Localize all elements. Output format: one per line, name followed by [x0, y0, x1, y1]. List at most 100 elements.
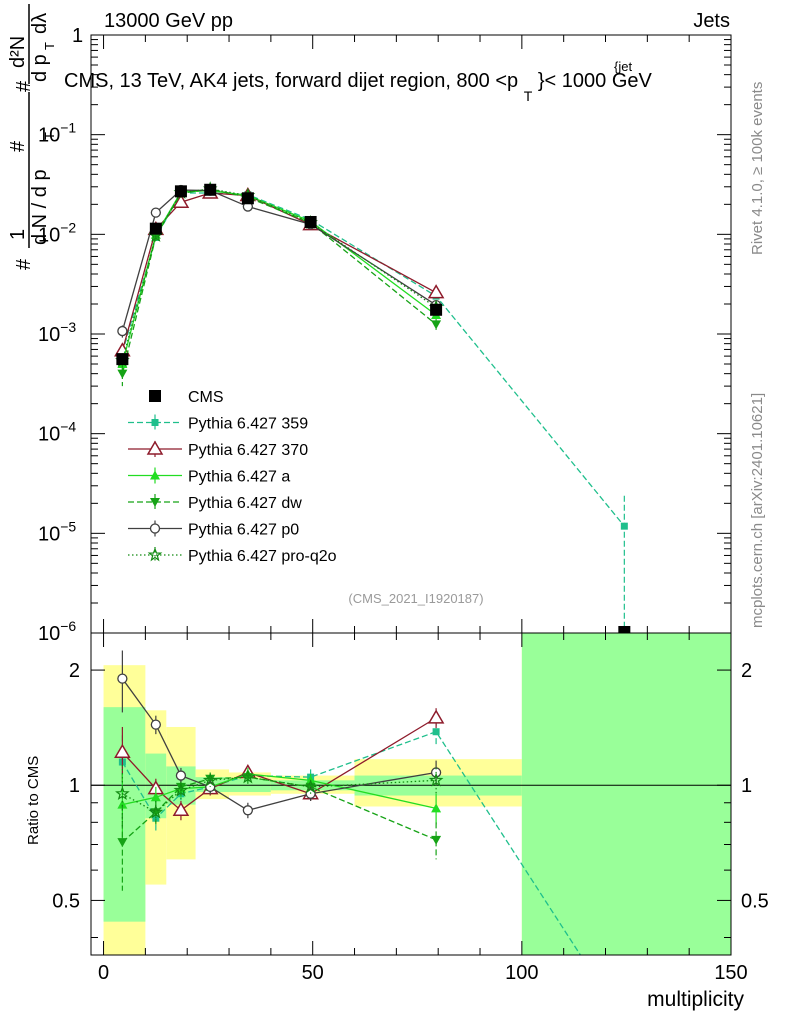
ratio-ytick-label-left-1: 1: [69, 775, 80, 797]
ratio-point-2-1: [150, 792, 161, 802]
main-y-label: # 1 d N / d p T # # d²N d p T dλ: [7, 4, 57, 270]
main-point-4-6: [431, 320, 442, 330]
plot-title: CMS, 13 TeV, AK4 jets, forward dijet reg…: [64, 59, 653, 106]
legend-label-6: Pythia 6.427 pro-q2o: [188, 548, 337, 565]
legend-entry-5: Pythia 6.427 p0: [128, 520, 299, 539]
y-label-den-sub: T: [42, 42, 57, 50]
main-point-1-7: [620, 522, 628, 530]
legend-marker-6: [147, 547, 163, 562]
main-axes: 1 10−1 10−2 10−3 10−4 10−5 10−6: [38, 25, 732, 645]
ratio-point-4-4: [242, 805, 254, 816]
plot-title-main: CMS, 13 TeV, AK4 jets, forward dijet reg…: [64, 70, 518, 92]
main-ytick-label-5: 10−5: [38, 518, 76, 545]
legend-entry-0: CMS: [149, 389, 224, 406]
y-label-dn: d N / d p: [29, 169, 51, 245]
mcplots-label: mcplots.cern.ch [arXiv:2401.10621]: [749, 393, 766, 628]
legend-label-3: Pythia 6.427 a: [188, 469, 290, 486]
ratio-point-5-5: [303, 779, 318, 794]
y-label-d2n: d²N: [7, 36, 29, 68]
main-series-3: [117, 185, 442, 374]
main-point-0-2: [174, 185, 187, 198]
ratio-axes: 2 2 1 1 0.5 0.5 0 50 100 150: [52, 633, 769, 984]
main-ytick-label-6: 10−6: [38, 618, 76, 645]
legend-label-1: Pythia 6.427 359: [188, 416, 308, 433]
ratio-ytick-label-right-2: 0.5: [741, 890, 769, 912]
legend: CMS Pythia 6.427 359 Pythia 6.427 370 Pythi…: [128, 389, 337, 565]
ratio-point-5-6: [428, 772, 444, 787]
ratio-ytick-label-right-1: 1: [741, 775, 752, 797]
ratio-xtick-label-3: 150: [714, 962, 747, 984]
main-frame: [90, 34, 732, 634]
main-line-2: [121, 192, 437, 351]
main-line-3: [121, 189, 437, 365]
ratio-point-5-4: [240, 769, 256, 784]
jets-label: Jets: [693, 10, 730, 32]
ratio-xtick-label-1: 50: [302, 962, 324, 984]
main-ytick-label-0: 1: [72, 25, 83, 47]
analysis-id: (CMS_2021_I1920187): [348, 591, 483, 606]
ratio-point-5-1: [148, 804, 164, 819]
main-series: [114, 181, 631, 638]
legend-label-0: CMS: [188, 389, 224, 406]
main-point-0-4: [241, 192, 254, 205]
main-point-2-2: [172, 193, 190, 208]
main-line-4: [121, 188, 437, 374]
main-series-2: [114, 184, 445, 358]
main-series-1: [118, 189, 628, 633]
ratio-frame: [90, 632, 732, 956]
ratio-point-1-0: [114, 743, 131, 758]
main-series-0: [116, 183, 631, 638]
ratio-ytick-label-left-2: 0.5: [52, 890, 80, 912]
ratio-bands: [91, 633, 731, 955]
main-ytick-label-4: 10−4: [38, 419, 76, 446]
legend-entry-3: Pythia 6.427 a: [128, 467, 290, 486]
ratio-y-label: Ratio to CMS: [25, 756, 42, 845]
legend-label-2: Pythia 6.427 370: [188, 442, 308, 459]
plot-title-sup: {jet: [614, 59, 632, 74]
main-point-0-3: [204, 183, 217, 196]
ratio-point-5-2: [173, 782, 189, 797]
ratio-point-2-0: [117, 799, 128, 809]
ratio-point-3-6: [431, 835, 442, 845]
main-point-5-1: [150, 207, 161, 218]
legend-marker-4: [150, 498, 160, 507]
legend-marker-5: [149, 523, 161, 534]
main-point-0-0: [116, 353, 129, 366]
ratio-point-5-0: [115, 786, 130, 800]
rivet-label: Rivet 4.1.0, ≥ 100k events: [749, 82, 766, 255]
plot-title-sub: T: [524, 88, 533, 104]
main-point-5-0: [117, 325, 128, 337]
ratio-point-0-6: [432, 728, 440, 736]
ratio-point-1-2: [172, 801, 190, 817]
ratio-point-4-1: [150, 719, 161, 730]
main-point-0-5: [304, 215, 317, 228]
legend-label-5: Pythia 6.427 p0: [188, 522, 299, 539]
y-label-den: d p: [29, 54, 51, 82]
legend-entry-6: Pythia 6.427 pro-q2o: [128, 547, 337, 565]
y-label-dn-sub: T: [42, 132, 57, 140]
svg-text:CMS, 13 TeV, AK4 jets, forward: CMS, 13 TeV, AK4 jets, forward dijet reg…: [64, 70, 653, 106]
ratio-point-4-2: [175, 770, 187, 781]
main-series-6: [115, 181, 444, 370]
legend-entry-1: Pythia 6.427 359: [128, 414, 308, 433]
main-point-4-0: [117, 369, 128, 379]
legend-marker-3: [150, 470, 160, 480]
main-point-0-1: [149, 222, 162, 235]
ratio-point-3-0: [117, 838, 128, 848]
ratio-series: [114, 650, 581, 956]
ratio-series-5: [115, 764, 444, 829]
main-ytick-label-3: 10−3: [38, 319, 76, 346]
x-axis-label: multiplicity: [647, 988, 744, 1011]
legend-marker-1: [151, 419, 159, 426]
y-label-one: 1: [7, 229, 29, 240]
ratio-xtick-label-0: 0: [98, 962, 109, 984]
y-label-hash1: #: [13, 258, 35, 270]
ratio-point-4-0: [117, 673, 128, 684]
main-point-2-6: [427, 284, 445, 299]
legend-entry-2: Pythia 6.427 370: [128, 440, 308, 459]
y-label-hash2: #: [7, 140, 29, 152]
ratio-ytick-label-left-0: 2: [69, 660, 80, 682]
legend-marker-0: [149, 390, 161, 402]
legend-label-4: Pythia 6.427 dw: [188, 495, 302, 512]
